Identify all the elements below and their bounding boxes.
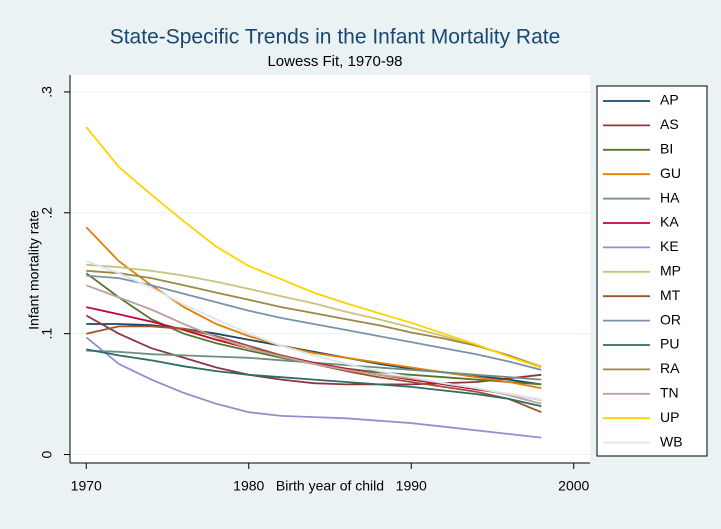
legend-label: BI [660,141,673,157]
x-tick-label: 1990 [396,478,427,494]
legend-label: TN [660,385,679,401]
chart-subtitle: Lowess Fit, 1970-98 [267,53,402,70]
series-line [86,274,542,371]
legend-label: OR [660,311,681,327]
series-line [86,348,542,408]
series-line [86,306,542,401]
legend-label: UP [660,409,679,425]
series-line [85,336,542,439]
y-axis-label: Infant mortality rate [26,210,42,330]
series-line [85,126,542,369]
legend-label: HA [660,189,680,205]
y-tick-label: 0 [39,450,55,458]
y-tick-label: .1 [39,328,55,340]
legend-label: AS [660,116,679,132]
series-line [85,314,542,386]
legend-label: WB [660,433,683,449]
legend-label: MT [660,287,681,303]
chart-title: State-Specific Trends in the Infant Mort… [110,26,561,49]
series-line [85,260,542,401]
x-tick-label: 2000 [558,478,589,494]
plot-area [70,75,590,463]
x-tick-label: 1980 [233,478,264,494]
legend-label: PU [660,336,679,352]
legend-label: KA [660,214,679,230]
legend-label: AP [660,92,679,108]
x-tick-label: 1970 [71,478,102,494]
x-axis-label: Birth year of child [276,478,384,494]
legend-label: GU [660,165,681,181]
series-line [86,269,542,369]
legend-label: KE [660,238,679,254]
y-tick-label: .2 [39,207,55,219]
y-tick-label: .3 [39,86,55,98]
legend-label: RA [660,360,680,376]
legend-label: MP [660,263,681,279]
